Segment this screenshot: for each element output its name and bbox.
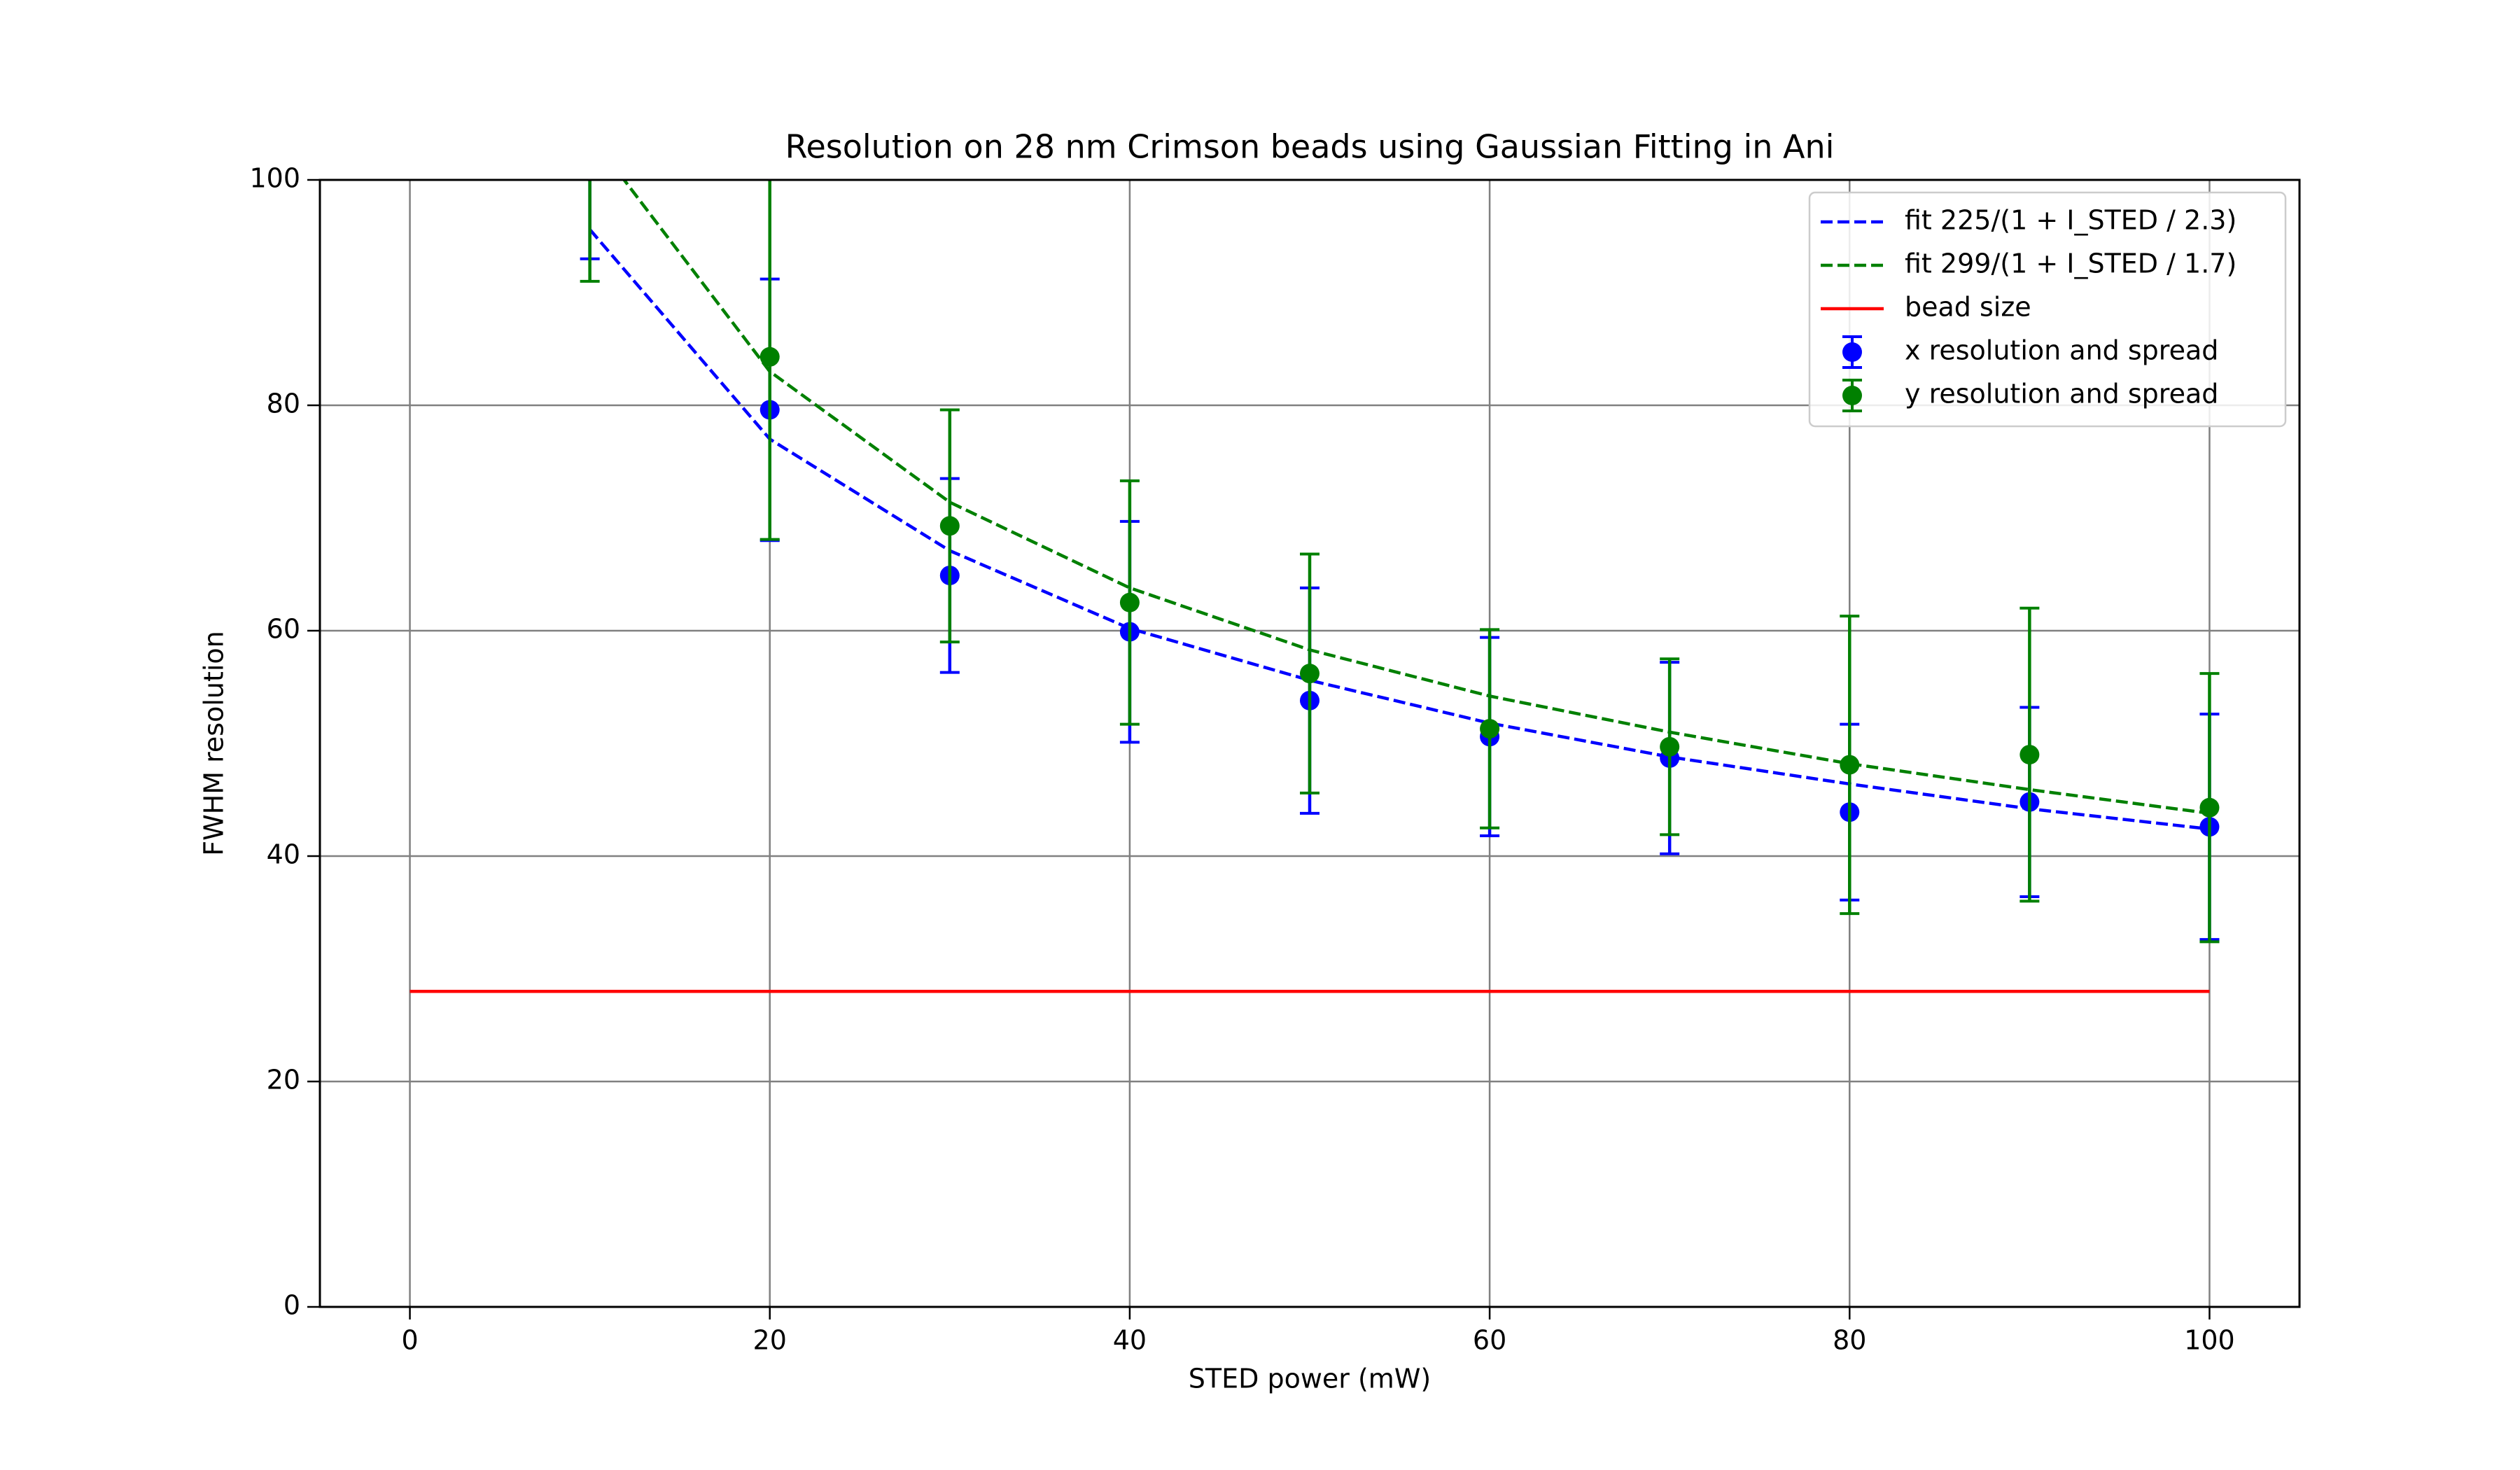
y-tick-label: 40 — [267, 839, 300, 870]
fit-line — [588, 228, 2210, 831]
legend-label: fit 225/(1 + I_STED / 2.3) — [1905, 205, 2236, 236]
data-point — [939, 516, 960, 536]
data-point — [1300, 664, 1320, 684]
legend-label: x resolution and spread — [1905, 335, 2218, 366]
x-tick-label: 40 — [1113, 1325, 1147, 1356]
x-tick-label: 0 — [401, 1325, 418, 1356]
data-point — [2199, 797, 2220, 818]
axes-frame — [318, 178, 2301, 1308]
data-point — [2019, 745, 2040, 765]
legend-box — [1808, 191, 2287, 428]
x-tick-label: 80 — [1833, 1325, 1866, 1356]
y-tick-label: 0 — [284, 1290, 300, 1321]
y-tick-label: 60 — [267, 614, 300, 645]
legend-label: bead size — [1905, 292, 2031, 323]
plot-area — [410, 180, 2220, 993]
x-tick-label: 20 — [753, 1325, 787, 1356]
data-point — [760, 346, 780, 367]
chart-title: Resolution on 28 nm Crimson beads using … — [785, 128, 1835, 166]
x-axis-label: STED power (mW) — [1189, 1364, 1431, 1394]
data-point — [1660, 736, 1680, 757]
legend-label: y resolution and spread — [1905, 379, 2218, 410]
y-tick-label: 100 — [249, 163, 300, 194]
data-point — [1840, 755, 1860, 775]
y-tick-label: 20 — [267, 1065, 300, 1096]
x-tick-label: 60 — [1473, 1325, 1506, 1356]
fit-line — [622, 180, 2210, 816]
y-axis-label: FWHM resolution — [199, 631, 230, 856]
x-tick-label: 100 — [2184, 1325, 2235, 1356]
legend-label: fit 299/(1 + I_STED / 1.7) — [1905, 248, 2236, 279]
data-point — [1119, 592, 1140, 612]
ticks: 0 20 40 60 80 100 0 20 40 60 80 100 — [249, 163, 2234, 1356]
y-tick-label: 80 — [267, 388, 300, 419]
legend-marker — [1842, 342, 1862, 362]
legend-marker — [1842, 386, 1862, 405]
data-point — [1480, 719, 1500, 739]
legend: fit 225/(1 + I_STED / 2.3) fit 299/(1 + I… — [1808, 191, 2287, 428]
